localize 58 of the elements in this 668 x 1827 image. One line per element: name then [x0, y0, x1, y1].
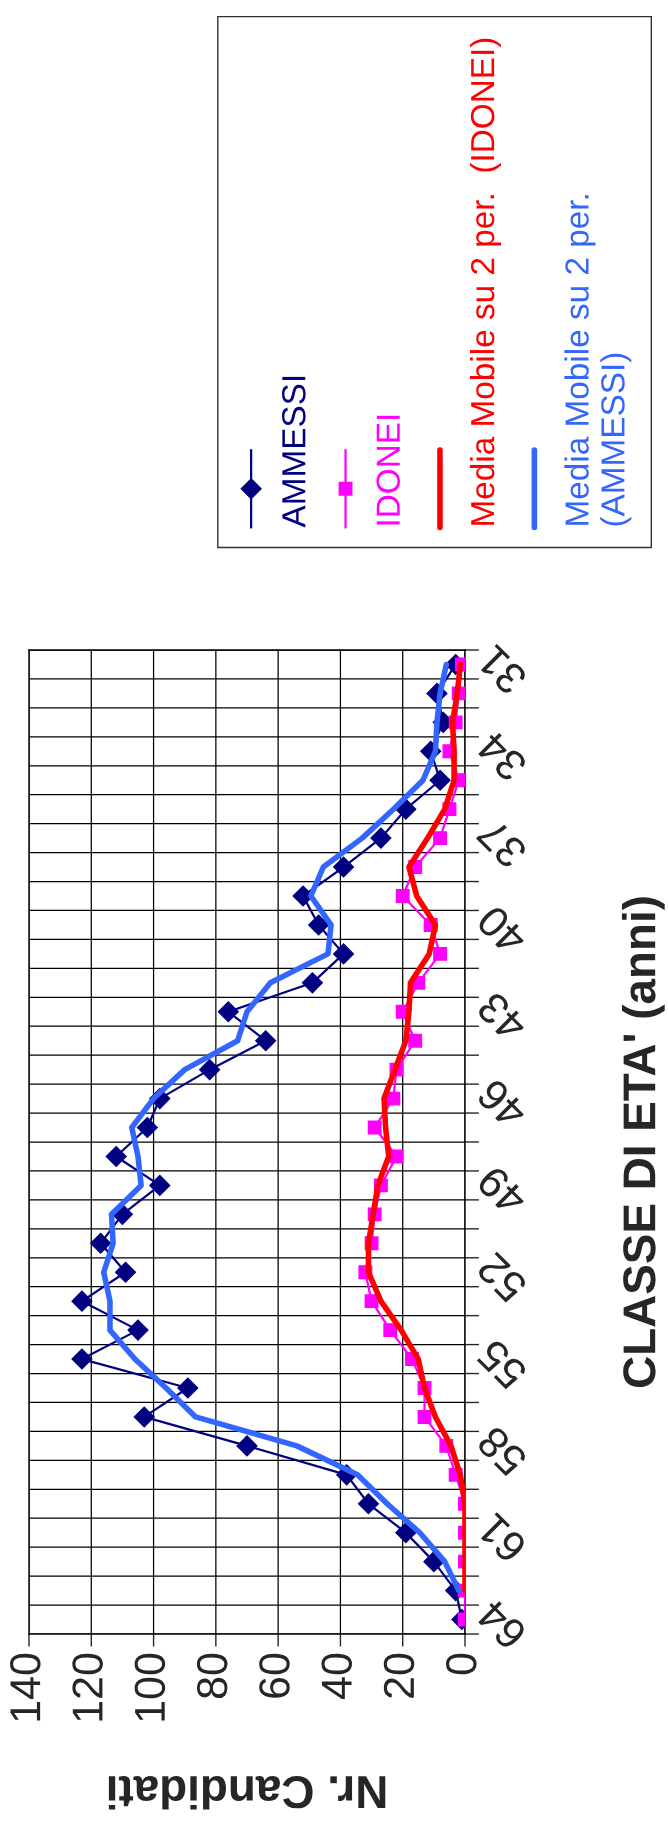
y-tick-label: 64 [475, 1598, 529, 1652]
y-axis-title: CLASSE DI ETA' (anni) [621, 897, 665, 1388]
point [386, 1091, 401, 1106]
point [433, 946, 448, 961]
point [308, 914, 330, 936]
point [367, 1120, 382, 1135]
x-tick-label: 40 [321, 1653, 352, 1699]
x-tick-label: 20 [383, 1653, 415, 1698]
x-tick-label: 140 [10, 1653, 41, 1721]
point [90, 1232, 112, 1254]
x-tick-label: 100 [134, 1653, 166, 1721]
point [105, 1145, 127, 1167]
point [364, 1294, 379, 1309]
point [217, 1001, 239, 1023]
point [417, 1409, 432, 1424]
point [333, 856, 355, 878]
point [301, 972, 323, 994]
point [433, 831, 448, 846]
point [429, 769, 451, 791]
point [149, 1174, 171, 1196]
point [133, 1406, 155, 1428]
point [370, 827, 392, 849]
x-tick-label: 60 [259, 1653, 290, 1698]
text: Media Mobile su 2 per. (AMMESSI) [564, 195, 632, 526]
y-tick-label: 61 [475, 1511, 529, 1565]
y-tick-label: 31 [475, 643, 529, 697]
point [408, 1033, 423, 1048]
point [395, 889, 410, 903]
y-tick-label: 46 [475, 1077, 529, 1131]
point [383, 1323, 398, 1338]
y-tick-label: 49 [475, 1164, 529, 1218]
x-tick-label: 0 [446, 1653, 477, 1675]
point [395, 798, 417, 820]
point [333, 943, 355, 965]
y-tick-label: 43 [475, 990, 529, 1045]
text: AMMESSI [282, 376, 306, 528]
y-tick-label: 34 [475, 729, 529, 784]
point [115, 1261, 137, 1283]
point [199, 1059, 221, 1081]
point [395, 1522, 417, 1544]
x-tick-label: 80 [196, 1653, 228, 1699]
point [71, 1290, 93, 1312]
point [71, 1348, 93, 1370]
y-tick-label: 58 [475, 1424, 529, 1478]
y-tick-label: 55 [475, 1337, 529, 1391]
y-tick-label: 37 [475, 817, 529, 871]
point [136, 1117, 158, 1139]
y-tick-label: 52 [475, 1251, 529, 1305]
point [357, 1493, 379, 1515]
x-axis-title: Nr. Candidati [108, 1775, 386, 1810]
point [236, 1435, 258, 1457]
legend-label: IDONEI [376, 415, 401, 525]
point [127, 1319, 149, 1341]
point [255, 1030, 277, 1052]
y-tick-label: 40 [475, 903, 529, 958]
text: Media Mobile su 2 per. (IDONEI) [469, 38, 502, 525]
x-tick-label: 120 [72, 1653, 103, 1721]
point [177, 1377, 199, 1399]
